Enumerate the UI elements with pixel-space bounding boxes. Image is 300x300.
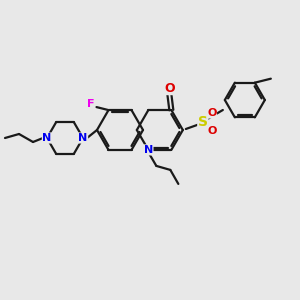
Text: N: N	[42, 133, 52, 143]
Text: N: N	[78, 133, 88, 143]
Text: O: O	[164, 82, 175, 94]
Text: O: O	[207, 126, 217, 136]
Text: F: F	[87, 99, 94, 109]
Text: N: N	[144, 145, 153, 155]
Text: S: S	[198, 115, 208, 129]
Text: O: O	[207, 108, 217, 118]
